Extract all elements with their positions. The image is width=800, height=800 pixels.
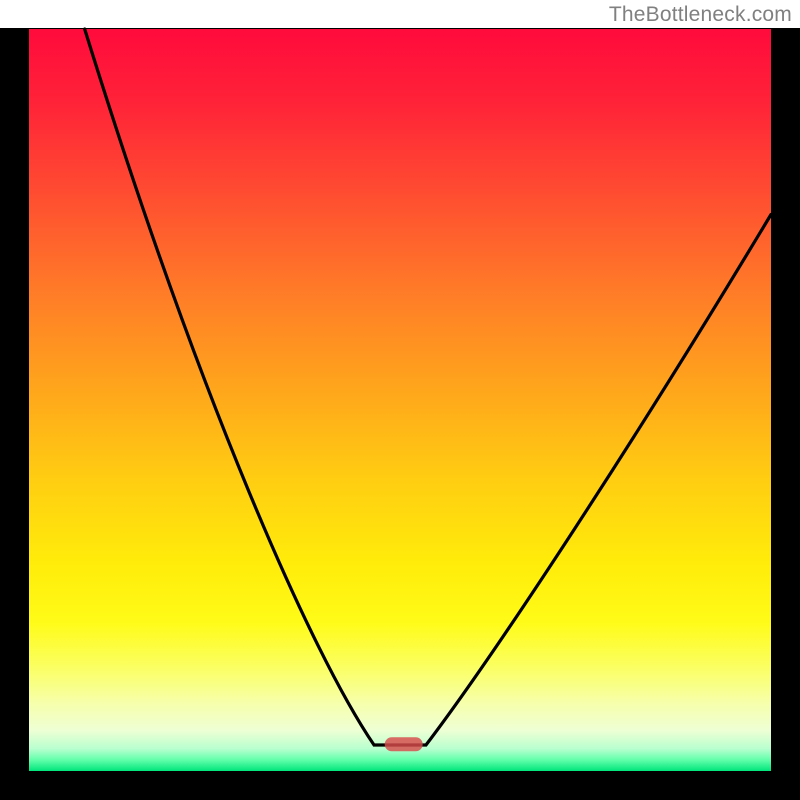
bottleneck-chart (0, 0, 800, 800)
optimal-marker (385, 737, 423, 751)
plot-background-gradient (29, 29, 771, 771)
watermark-text: TheBottleneck.com (609, 3, 792, 27)
chart-container: TheBottleneck.com (0, 0, 800, 800)
